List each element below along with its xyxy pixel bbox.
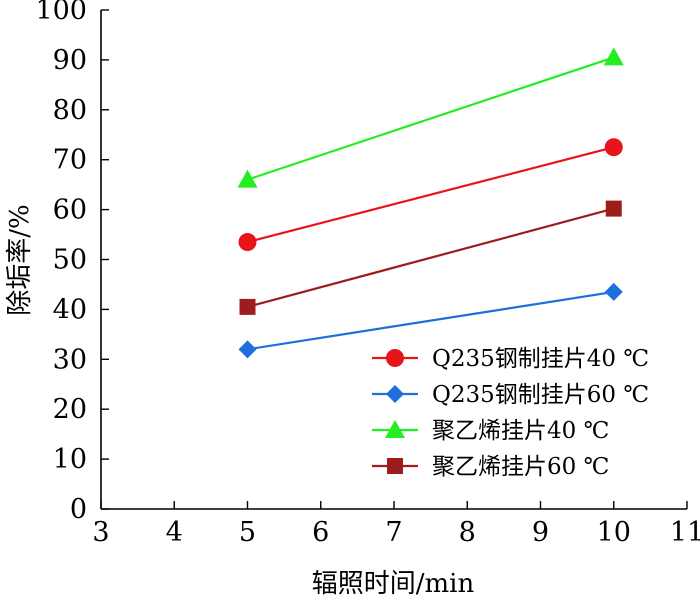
x-axis-title: 辐照时间/min	[312, 569, 475, 599]
y-tick-label: 30	[53, 344, 87, 375]
series-4	[239, 200, 622, 315]
legend-marker-triangle	[385, 420, 405, 438]
legend-marker-diamond	[386, 385, 404, 403]
series-line	[247, 290, 614, 351]
data-point-triangle	[603, 47, 624, 66]
y-tick-label: 50	[53, 245, 87, 276]
y-tick-label: 80	[53, 95, 87, 126]
x-tick-label: 4	[166, 517, 183, 548]
y-tick-label: 20	[53, 394, 87, 425]
y-tick-label: 90	[53, 45, 87, 76]
legend-marker-circle	[386, 349, 404, 367]
data-point-diamond	[604, 282, 623, 301]
x-tick-label: 7	[385, 517, 402, 548]
y-tick-label: 70	[53, 145, 87, 176]
legend: Q235钢制挂片40 ℃ Q235钢制挂片60 ℃ 聚乙烯挂片40 ℃ 聚乙烯挂片60…	[372, 346, 649, 480]
legend-item-2: Q235钢制挂片60 ℃	[372, 382, 649, 408]
x-tick-label: 11	[670, 517, 700, 548]
series-1	[238, 138, 623, 252]
series-layer	[237, 47, 624, 359]
x-tick-label: 9	[532, 517, 549, 548]
legend-marker-square	[387, 458, 403, 474]
y-axis-title: 除垢率/%	[5, 204, 35, 315]
legend-item-1: Q235钢制挂片40 ℃	[372, 346, 649, 372]
axes: 3 4 5 6 7 8 9 10 11 0 10 20 30 40 50 60 70 80 90 100	[35, 0, 700, 548]
series-line	[247, 146, 615, 244]
series-line	[247, 56, 615, 181]
y-tick-label: 100	[35, 0, 87, 26]
y-tick-label: 10	[53, 444, 87, 475]
x-tick-label: 6	[312, 517, 329, 548]
data-point-square	[605, 200, 622, 217]
y-tick-label: 0	[70, 494, 87, 525]
data-point-circle	[604, 138, 623, 157]
data-point-triangle	[237, 169, 258, 188]
series-line	[247, 207, 615, 308]
legend-label: 聚乙烯挂片60 ℃	[432, 454, 609, 480]
y-tick-label: 60	[53, 195, 87, 226]
legend-label: Q235钢制挂片40 ℃	[432, 346, 649, 372]
x-tick-label: 5	[239, 517, 256, 548]
legend-item-4: 聚乙烯挂片60 ℃	[372, 454, 609, 480]
data-point-circle	[238, 233, 257, 252]
series-3	[237, 47, 624, 188]
data-point-diamond	[238, 340, 257, 359]
x-tick-label: 10	[597, 517, 631, 548]
legend-label: 聚乙烯挂片40 ℃	[432, 418, 609, 444]
y-tick-label: 40	[53, 294, 87, 325]
legend-item-3: 聚乙烯挂片40 ℃	[372, 418, 609, 444]
series-2	[238, 282, 623, 359]
legend-label: Q235钢制挂片60 ℃	[432, 382, 649, 408]
x-tick-label: 8	[459, 517, 476, 548]
x-tick-label: 3	[92, 517, 109, 548]
data-point-square	[239, 298, 256, 315]
